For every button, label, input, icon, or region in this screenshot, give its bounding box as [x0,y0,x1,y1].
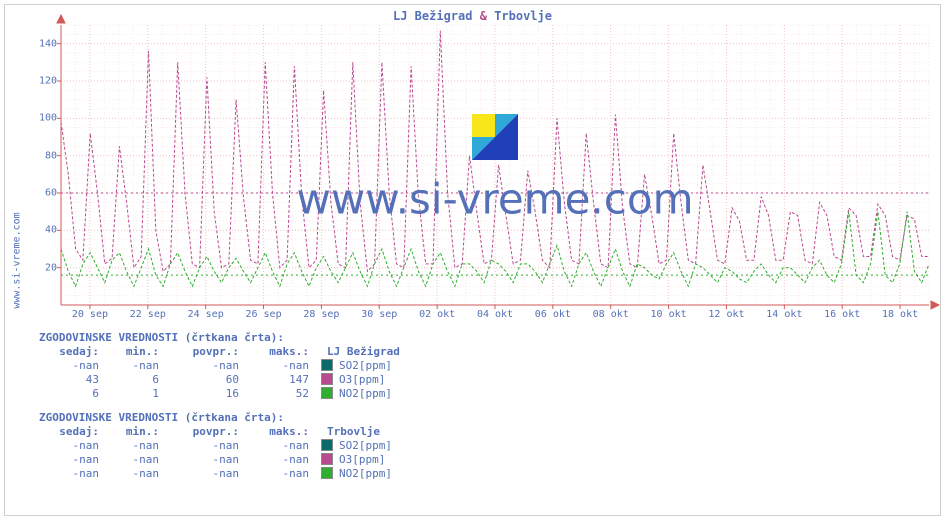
stats-row: -nan-nan-nan-nanO3[ppm] [39,453,392,467]
series-label: O3[ppm] [339,453,385,467]
stat-sedaj: -nan [39,467,99,481]
stat-sedaj: 6 [39,387,99,401]
stats-columns: sedaj:min.:povpr.:maks.:Trbovlje [39,425,392,439]
stat-maks: -nan [239,453,309,467]
stats-row: -nan-nan-nan-nanSO2[ppm] [39,359,400,373]
stat-sedaj: -nan [39,359,99,373]
x-tick-label: 18 okt [882,309,918,320]
x-tick-label: 16 okt [824,309,860,320]
stat-min: -nan [99,453,159,467]
stat-min: -nan [99,359,159,373]
series-label: NO2[ppm] [339,467,392,481]
plot-area: 2040608010012014020 sep22 sep24 sep26 se… [61,25,929,305]
x-tick-label: 02 okt [419,309,455,320]
stat-povpr: -nan [159,467,239,481]
series-swatch [321,387,333,399]
x-tick-label: 14 okt [766,309,802,320]
stat-povpr: -nan [159,453,239,467]
stats-row: -nan-nan-nan-nanNO2[ppm] [39,467,392,481]
chart-frame: www.si-vreme.com LJ Bežigrad & Trbovlje … [4,4,941,516]
stat-maks: 147 [239,373,309,387]
title-left: LJ Bežigrad [393,9,472,23]
stats-row: 43660147 O3[ppm] [39,373,400,387]
stat-sedaj: -nan [39,453,99,467]
series-swatch [321,467,333,479]
stat-povpr: -nan [159,359,239,373]
stat-maks: -nan [239,439,309,453]
x-tick-label: 12 okt [708,309,744,320]
x-tick-label: 10 okt [651,309,687,320]
x-tick-label: 30 sep [361,309,397,320]
y-tick-label: 20 [45,262,57,273]
stats-block-1: ZGODOVINSKE VREDNOSTI (črtkana črta):sed… [39,331,400,401]
series-label: O3[ppm] [339,373,385,387]
y-tick-label: 120 [39,76,57,87]
y-tick-label: 140 [39,38,57,49]
stat-maks: 52 [239,387,309,401]
series-label: NO2[ppm] [339,387,392,401]
x-tick-label: 28 sep [303,309,339,320]
stats-row: -nan-nan-nan-nanSO2[ppm] [39,439,392,453]
x-tick-label: 22 sep [130,309,166,320]
series-swatch [321,439,333,451]
title-right: Trbovlje [494,9,552,23]
y-tick-label: 60 [45,188,57,199]
x-tick-label: 04 okt [477,309,513,320]
stats-header: ZGODOVINSKE VREDNOSTI (črtkana črta): [39,331,400,345]
stat-min: -nan [99,439,159,453]
y-tick-label: 40 [45,225,57,236]
x-tick-label: 08 okt [593,309,629,320]
title-amp: & [480,9,487,23]
stats-block-2: ZGODOVINSKE VREDNOSTI (črtkana črta):sed… [39,411,392,481]
series-swatch [321,373,333,385]
series-label: SO2[ppm] [339,359,392,373]
series-swatch [321,453,333,465]
stats-header: ZGODOVINSKE VREDNOSTI (črtkana črta): [39,411,392,425]
stat-min: 1 [99,387,159,401]
outer-y-label-text: www.si-vreme.com [12,212,23,308]
x-tick-label: 24 sep [188,309,224,320]
y-tick-label: 100 [39,113,57,124]
stats-row: 611652 NO2[ppm] [39,387,400,401]
stat-povpr: 16 [159,387,239,401]
series-label: SO2[ppm] [339,439,392,453]
x-tick-label: 20 sep [72,309,108,320]
stat-maks: -nan [239,359,309,373]
stat-sedaj: -nan [39,439,99,453]
stats-columns: sedaj:min.:povpr.:maks.:LJ Bežigrad [39,345,400,359]
stat-min: -nan [99,467,159,481]
x-tick-label: 06 okt [535,309,571,320]
stat-sedaj: 43 [39,373,99,387]
stat-povpr: 60 [159,373,239,387]
chart-title: LJ Bežigrad & Trbovlje [5,9,940,23]
x-tick-label: 26 sep [245,309,281,320]
series-swatch [321,359,333,371]
y-tick-label: 80 [45,150,57,161]
stat-maks: -nan [239,467,309,481]
stat-min: 6 [99,373,159,387]
stat-povpr: -nan [159,439,239,453]
outer-y-label: www.si-vreme.com [7,5,27,515]
